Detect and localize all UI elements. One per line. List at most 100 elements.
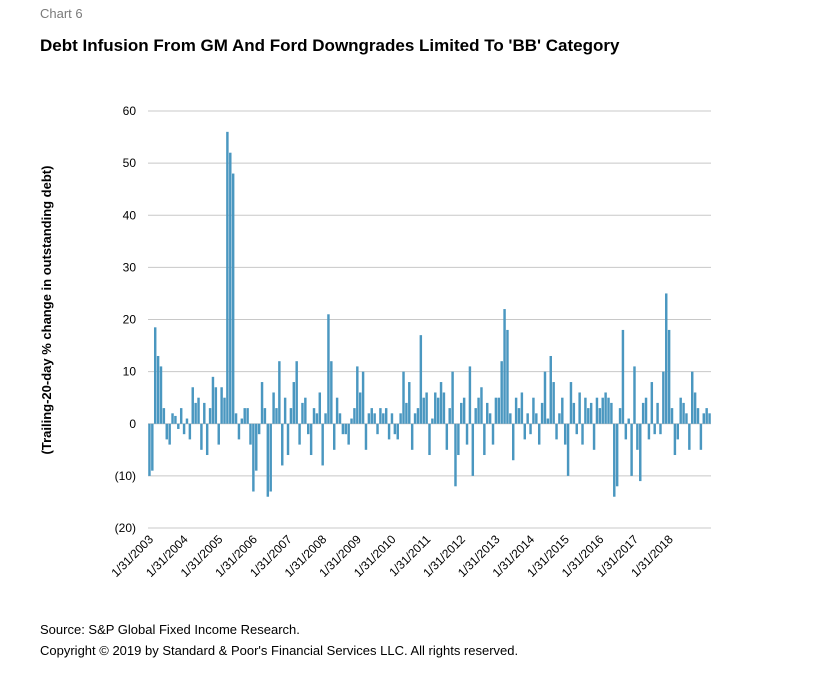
- bar: [503, 309, 506, 424]
- bar: [641, 402, 645, 424]
- bar: [615, 423, 619, 487]
- bar: [465, 423, 469, 445]
- bar: [691, 371, 694, 424]
- bar: [454, 423, 457, 487]
- bar: [633, 366, 636, 424]
- bar: [630, 423, 633, 476]
- bar: [309, 423, 313, 456]
- bar: [304, 397, 307, 424]
- bar: [153, 327, 157, 424]
- bar: [419, 335, 423, 424]
- bar: [344, 423, 347, 435]
- bar: [509, 413, 512, 424]
- y-tick-label: 10: [123, 365, 137, 379]
- bar: [434, 392, 437, 424]
- bar: [555, 423, 558, 440]
- bar: [575, 423, 578, 435]
- bar: [405, 402, 408, 424]
- chart-title: Debt Infusion From GM And Ford Downgrade…: [40, 36, 620, 55]
- bar: [301, 402, 304, 424]
- bar: [408, 382, 411, 424]
- y-tick-label: (10): [115, 469, 136, 483]
- bar: [462, 397, 466, 424]
- y-tick-label: (20): [115, 521, 136, 535]
- y-tick-label: 30: [123, 260, 137, 274]
- bar: [393, 423, 397, 435]
- bar: [644, 397, 648, 424]
- y-tick-labels: (20) (10) 0 10 20 30 40 50 60: [115, 104, 137, 535]
- bar: [589, 402, 593, 424]
- bar: [650, 382, 654, 424]
- bar: [390, 413, 394, 424]
- y-tick-label: 20: [123, 313, 137, 327]
- bar: [358, 392, 362, 424]
- bar: [312, 408, 316, 424]
- bar: [676, 423, 680, 440]
- bar: [471, 423, 475, 476]
- x-tick-labels: 1/31/20031/31/20041/31/20051/31/20061/31…: [108, 532, 676, 580]
- bar: [292, 382, 296, 424]
- bar: [601, 397, 604, 424]
- bar: [627, 418, 630, 424]
- bar: [584, 397, 587, 424]
- bar: [587, 408, 590, 424]
- bar: [526, 413, 529, 424]
- bar: [457, 423, 460, 456]
- bar: [514, 397, 518, 424]
- bar: [330, 361, 333, 424]
- chart-number-label: Chart 6: [40, 6, 83, 21]
- bar: [532, 397, 535, 424]
- bar: [537, 423, 541, 445]
- bar: [598, 408, 602, 424]
- bar: [480, 387, 483, 424]
- bar: [497, 397, 501, 424]
- bar: [356, 366, 359, 424]
- bar: [156, 355, 160, 424]
- bar: [667, 329, 671, 424]
- bar: [468, 366, 472, 424]
- bar: [226, 131, 229, 424]
- bar: [431, 418, 434, 424]
- bar: [402, 371, 405, 424]
- bar: [506, 329, 509, 424]
- bar: [373, 413, 376, 424]
- bar: [610, 402, 613, 424]
- y-axis-label: (Trailing-20-day % change in outstanding…: [39, 166, 54, 455]
- bar: [243, 408, 246, 424]
- bar: [477, 397, 480, 424]
- bar: [165, 423, 168, 440]
- bar: [252, 423, 255, 492]
- bar: [341, 423, 345, 435]
- bar: [364, 423, 368, 450]
- y-tick-label: 0: [129, 417, 136, 431]
- bar: [367, 413, 371, 424]
- bar: [203, 402, 206, 424]
- bar: [665, 293, 668, 424]
- bar: [162, 408, 166, 424]
- bar: [208, 408, 212, 424]
- bar: [413, 413, 417, 424]
- bar: [604, 392, 607, 424]
- bar: [670, 408, 674, 424]
- bars: [148, 131, 711, 497]
- y-tick-label: 60: [123, 104, 137, 118]
- bar: [266, 423, 270, 497]
- bar: [425, 392, 428, 424]
- bar: [272, 392, 275, 424]
- bar: [171, 413, 174, 424]
- bar: [200, 423, 203, 450]
- bar: [448, 408, 451, 424]
- bar: [607, 397, 610, 424]
- bar: [234, 413, 238, 424]
- bar: [708, 413, 711, 424]
- bar: [410, 423, 414, 450]
- bar: [491, 423, 495, 445]
- bar: [474, 408, 477, 424]
- bar: [558, 413, 561, 424]
- bar: [370, 408, 373, 424]
- bar: [275, 408, 278, 424]
- y-tick-label: 50: [123, 156, 137, 170]
- bar: [578, 392, 581, 424]
- bar: [283, 397, 287, 424]
- bar: [486, 402, 489, 424]
